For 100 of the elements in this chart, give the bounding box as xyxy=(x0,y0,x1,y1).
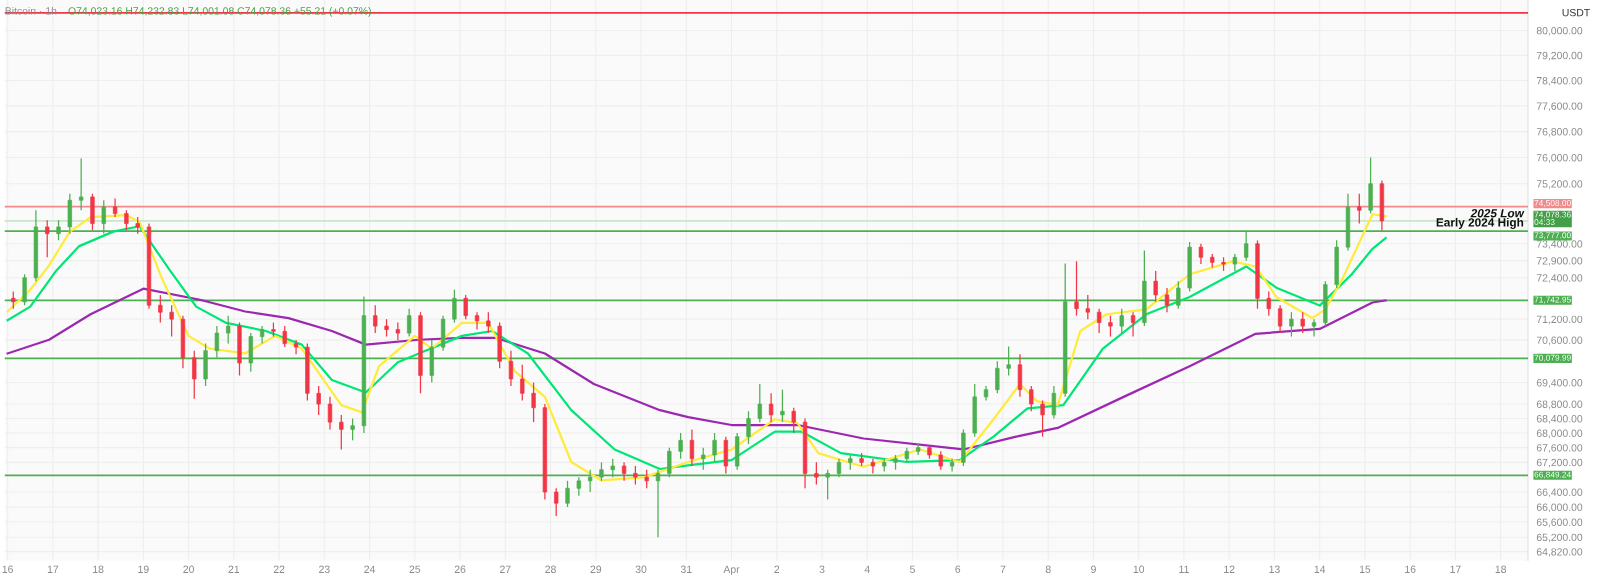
y-axis-title: USDT xyxy=(1562,8,1590,17)
x-tick-label: 16 xyxy=(2,565,13,573)
candlestick xyxy=(633,465,638,486)
x-tick-label: 3 xyxy=(819,565,825,573)
x-tick-label: 5 xyxy=(910,565,915,573)
candlestick xyxy=(508,350,514,387)
y-tick-label: 71,200.00 xyxy=(1536,315,1583,325)
candlestick xyxy=(1040,399,1045,438)
candlestick xyxy=(531,381,536,423)
x-tick-label: 30 xyxy=(635,565,647,573)
y-tick-label: 67,200.00 xyxy=(1536,458,1583,468)
candlestick xyxy=(712,432,717,463)
candlestick xyxy=(1300,311,1305,334)
candlestick xyxy=(1266,290,1271,317)
x-tick-label: 4 xyxy=(864,565,870,573)
candlestick xyxy=(407,308,412,338)
candlestick xyxy=(124,209,129,231)
y-tick-label: 80,000.00 xyxy=(1536,26,1583,36)
candlestick xyxy=(689,428,695,467)
ref-line-label: 74,078.36 04:33 xyxy=(1534,211,1571,225)
x-tick-label: 18 xyxy=(93,565,104,573)
candlestick xyxy=(1198,243,1204,265)
candlestick xyxy=(327,396,333,431)
candlestick xyxy=(768,392,774,423)
x-tick-label: 28 xyxy=(545,565,556,573)
annotation: 2025 Low xyxy=(1470,209,1525,218)
candlestick xyxy=(554,487,559,517)
x-tick-label: 2 xyxy=(774,565,780,573)
candlestick xyxy=(316,385,321,416)
y-tick-label: 76,800.00 xyxy=(1536,128,1583,137)
candlestick xyxy=(1096,308,1102,334)
y-tick-label: 70,600.00 xyxy=(1536,336,1583,346)
candlestick xyxy=(814,461,819,486)
candlestick xyxy=(1277,304,1283,334)
candlestick xyxy=(565,480,570,508)
x-tick-label: 21 xyxy=(228,565,240,573)
x-tick-label: 16 xyxy=(1405,565,1416,573)
x-tick-label: 6 xyxy=(955,565,961,573)
x-tick-label: 31 xyxy=(680,565,692,573)
y-tick-label: 67,600.00 xyxy=(1536,444,1583,453)
candlestick xyxy=(339,414,344,451)
y-tick-label: 65,200.00 xyxy=(1536,533,1583,543)
candlestick xyxy=(870,458,876,475)
y-tick-label: 79,200.00 xyxy=(1536,51,1583,61)
candlestick xyxy=(259,325,265,345)
candlestick xyxy=(169,304,174,338)
candlestick xyxy=(678,432,683,460)
y-tick-label: 72,900.00 xyxy=(1536,257,1583,266)
x-tick-label: 7 xyxy=(1000,565,1006,573)
candlestick xyxy=(373,304,378,334)
candlestick xyxy=(474,311,480,331)
candlestick xyxy=(1051,385,1057,420)
y-tick-label: 68,400.00 xyxy=(1536,415,1583,424)
candlestick xyxy=(1153,270,1158,303)
candlestick xyxy=(1130,311,1136,338)
candlestick xyxy=(1119,308,1124,334)
candlestick xyxy=(621,461,627,482)
ref-line-label: 66,849.24 xyxy=(1534,471,1571,479)
x-tick-label: 24 xyxy=(364,565,376,573)
candlestick xyxy=(757,383,762,423)
candlestick xyxy=(1029,385,1034,412)
candlestick xyxy=(1311,318,1317,338)
y-tick-label: 66,000.00 xyxy=(1536,503,1583,513)
x-tick-label: 23 xyxy=(319,565,330,573)
candlestick xyxy=(644,469,649,489)
candlestick xyxy=(746,410,751,445)
candlestick xyxy=(791,407,796,434)
candlestick xyxy=(192,350,197,400)
x-tick-label: 12 xyxy=(1224,565,1235,573)
candlestick xyxy=(938,450,943,471)
x-tick-label: 14 xyxy=(1314,565,1326,573)
x-tick-label: 8 xyxy=(1045,565,1051,573)
candlestick xyxy=(226,315,231,345)
candlestick xyxy=(1357,193,1362,225)
x-tick-label: 17 xyxy=(47,565,59,573)
candlestick xyxy=(780,389,785,423)
x-tick-label: 13 xyxy=(1269,565,1280,573)
ref-line-label: 71,742.95 xyxy=(1534,296,1571,304)
candlestick xyxy=(949,458,955,473)
candlestick xyxy=(1164,287,1170,313)
candlestick xyxy=(463,294,468,320)
candlestick xyxy=(1085,294,1090,320)
candlestick xyxy=(1074,260,1079,317)
x-tick-label: 19 xyxy=(138,565,149,573)
y-tick-label: 72,400.00 xyxy=(1536,274,1583,283)
candlestick xyxy=(520,364,525,402)
y-tick-label: 77,600.00 xyxy=(1536,102,1583,112)
x-tick-label: 10 xyxy=(1133,565,1145,573)
candlestick xyxy=(45,219,50,258)
annotation: Early 2024 High xyxy=(1436,217,1524,229)
y-tick-label: 76,000.00 xyxy=(1536,154,1583,163)
x-tick-label: 22 xyxy=(273,565,285,573)
y-tick-label: 68,800.00 xyxy=(1536,400,1583,410)
x-tick-label: 29 xyxy=(590,565,602,573)
y-tick-label: 78,400.00 xyxy=(1536,77,1583,86)
candlestick xyxy=(486,311,491,334)
x-tick-label: 26 xyxy=(454,565,466,573)
ref-line-label: 73,777.00 xyxy=(1534,232,1571,240)
y-tick-label: 69,400.00 xyxy=(1536,379,1583,388)
x-tick-label: 15 xyxy=(1359,565,1371,573)
